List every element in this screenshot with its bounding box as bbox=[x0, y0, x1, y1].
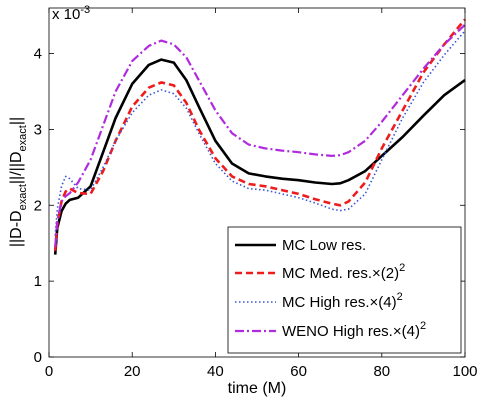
y-tick-label-3: 3 bbox=[34, 121, 42, 138]
series-layer bbox=[53, 18, 466, 255]
legend-text-mc-low: MC Low res. bbox=[282, 237, 366, 254]
legend: MC Low res. MC Med. res.×(2)2 MC High re… bbox=[227, 226, 462, 354]
series-line-mc-low-res bbox=[53, 58, 466, 255]
legend-box bbox=[227, 226, 462, 354]
y-label-main: ||D-D bbox=[8, 210, 25, 247]
y-tick-label-4: 4 bbox=[34, 46, 42, 63]
y-axis-label: ||D-Dexact||/||Dexact|| bbox=[8, 117, 29, 247]
x-tick-label-0: 0 bbox=[45, 363, 53, 380]
axes-frame bbox=[48, 7, 466, 358]
series-line-mc-med-res bbox=[53, 18, 466, 251]
y-tick-label-0: 0 bbox=[34, 349, 42, 366]
legend-entry-weno-high: WENO High res.×(4)2 bbox=[235, 320, 426, 340]
legend-entry-mc-high: MC High res.×(4)2 bbox=[235, 291, 403, 311]
legend-sup-weno-high: 2 bbox=[420, 320, 426, 332]
x-axis-label: time (M) bbox=[228, 380, 287, 397]
x-tick-label-40: 40 bbox=[207, 363, 224, 380]
legend-label-mc-med: MC Med. res.×(2)2 bbox=[282, 262, 405, 282]
y-label-mid: ||/||D bbox=[8, 151, 25, 184]
legend-sup-mc-med: 2 bbox=[399, 262, 405, 274]
legend-entry-mc-low: MC Low res. bbox=[235, 237, 366, 254]
y-label-sub2: exact bbox=[17, 125, 29, 151]
y-label-sub1: exact bbox=[17, 184, 29, 210]
y-axis-label-group: ||D-Dexact||/||Dexact|| bbox=[8, 117, 29, 247]
series-line-weno-high-res bbox=[54, 23, 466, 248]
y-exponent-base: x 10 bbox=[52, 6, 80, 23]
legend-label-mc-high: MC High res.×(4)2 bbox=[282, 291, 403, 311]
x-tick-label-100: 100 bbox=[452, 363, 477, 380]
y-exponent-label: x 10-3 bbox=[52, 4, 90, 23]
legend-text-mc-med: MC Med. res.×(2) bbox=[282, 265, 399, 282]
legend-text-weno-high: WENO High res.×(4) bbox=[282, 323, 420, 340]
legend-label-weno-high: WENO High res.×(4)2 bbox=[282, 320, 426, 340]
legend-label-mc-low: MC Low res. bbox=[282, 237, 366, 254]
y-label-end: || bbox=[8, 117, 25, 125]
legend-text-mc-high: MC High res.×(4) bbox=[282, 294, 397, 311]
y-exponent-power: -3 bbox=[80, 4, 90, 16]
y-tick-label-2: 2 bbox=[34, 197, 42, 214]
x-tick-label-80: 80 bbox=[373, 363, 390, 380]
legend-entry-mc-med: MC Med. res.×(2)2 bbox=[235, 262, 405, 282]
axes-layer: 0 20 40 60 80 100 0 1 2 3 4 bbox=[34, 7, 478, 380]
legend-sup-mc-high: 2 bbox=[397, 291, 403, 303]
x-tick-label-60: 60 bbox=[290, 363, 307, 380]
x-tick-label-20: 20 bbox=[124, 363, 141, 380]
y-tick-label-1: 1 bbox=[34, 273, 42, 290]
